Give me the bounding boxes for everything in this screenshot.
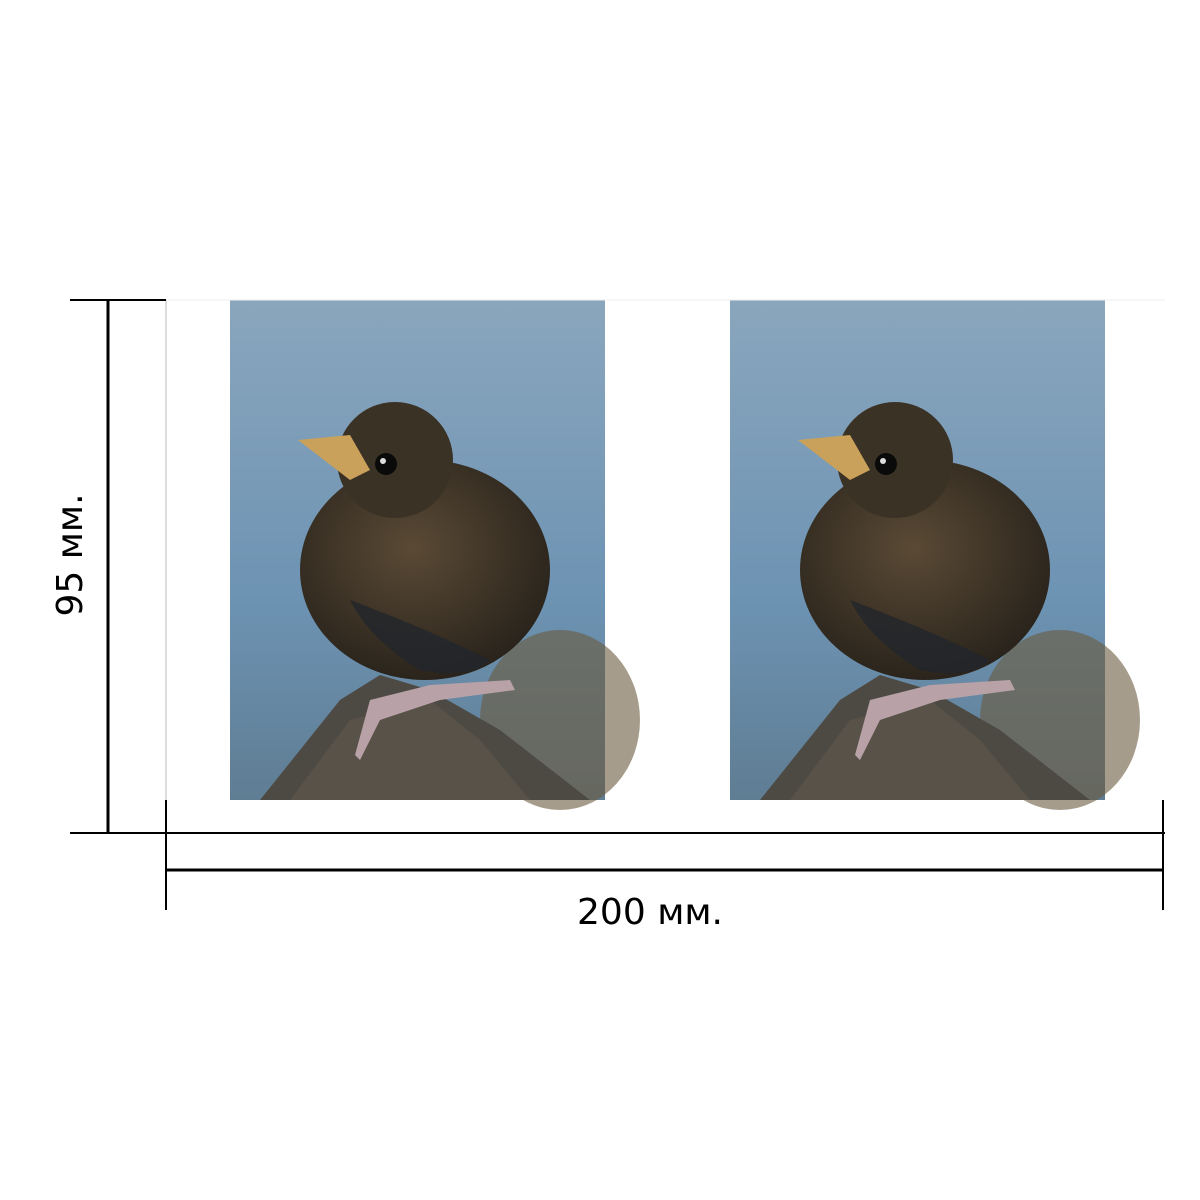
width-label: 200 мм. [577,892,723,933]
bird-photo [230,300,640,810]
bird-photo [730,300,1140,810]
height-label: 95 мм. [50,493,91,616]
dimension-lines [70,299,1165,910]
